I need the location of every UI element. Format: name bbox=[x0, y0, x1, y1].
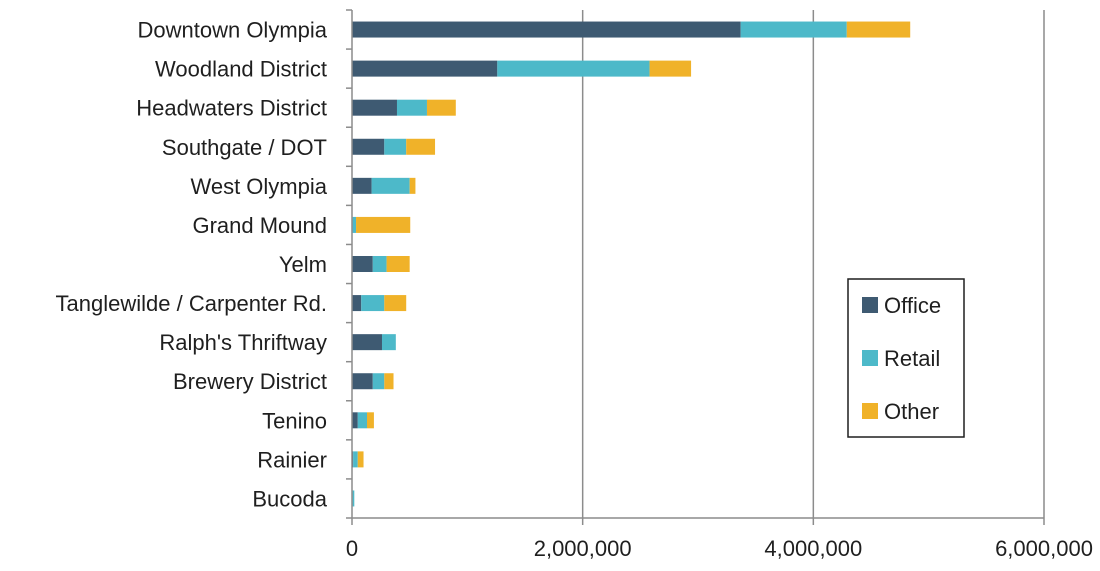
bar-other-west-olympia bbox=[409, 177, 416, 194]
bar-retail-tenino bbox=[357, 412, 367, 429]
x-tick-labels: 0 2,000,000 4,000,000 6,000,000 bbox=[346, 536, 1093, 561]
bar-retail-grand-mound bbox=[352, 216, 357, 233]
bar-retail-downtown-olympia bbox=[740, 21, 847, 38]
category-label-headwaters-district: Headwaters District bbox=[136, 96, 327, 121]
bar-retail-bucoda bbox=[352, 490, 355, 507]
legend: Office Retail Other bbox=[847, 278, 965, 438]
category-label-downtown-olympia: Downtown Olympia bbox=[137, 18, 327, 43]
legend-label-other: Other bbox=[884, 399, 939, 424]
bar-office-tanglewilde-carpenter-rd bbox=[352, 295, 362, 312]
bar-other-southgate-dot bbox=[406, 138, 436, 155]
bar-retail-yelm bbox=[372, 256, 387, 272]
bar-office-woodland-district bbox=[352, 60, 498, 77]
bar-retail-rainier bbox=[353, 451, 358, 468]
bar-retail-brewery-district bbox=[372, 373, 385, 390]
category-label-tenino: Tenino bbox=[262, 408, 327, 433]
category-label-rainier: Rainier bbox=[257, 447, 327, 472]
category-labels: Downtown Olympia Woodland District Headwat… bbox=[56, 18, 328, 512]
x-tick-label: 2,000,000 bbox=[534, 536, 632, 561]
bar-office-southgate-dot bbox=[352, 138, 385, 155]
x-tick-label: 0 bbox=[346, 536, 358, 561]
legend-label-retail: Retail bbox=[884, 346, 940, 371]
bar-retail-tanglewilde-carpenter-rd bbox=[361, 295, 385, 312]
gridlines bbox=[581, 10, 1045, 518]
bar-other-headwaters-district bbox=[426, 99, 456, 116]
bar-office-downtown-olympia bbox=[352, 21, 741, 38]
category-label-ralph-s-thriftway: Ralph's Thriftway bbox=[159, 330, 327, 355]
bar-office-headwaters-district bbox=[352, 99, 397, 116]
category-label-southgate-dot: Southgate / DOT bbox=[162, 135, 327, 160]
bar-office-west-olympia bbox=[352, 177, 372, 194]
bar-office-yelm bbox=[352, 256, 373, 272]
bar-other-downtown-olympia bbox=[846, 21, 911, 38]
axes bbox=[346, 9, 1045, 525]
bar-retail-ralph-s-thriftway bbox=[381, 334, 396, 351]
legend-swatch-other bbox=[862, 403, 878, 419]
bar-office-tenino bbox=[352, 412, 358, 429]
bar-other-tanglewilde-carpenter-rd bbox=[384, 295, 407, 312]
legend-swatch-retail bbox=[862, 350, 878, 366]
category-label-woodland-district: Woodland District bbox=[155, 57, 327, 82]
bar-retail-southgate-dot bbox=[384, 138, 407, 155]
bar-other-woodland-district bbox=[649, 60, 692, 77]
bar-office-ralph-s-thriftway bbox=[352, 334, 382, 351]
legend-label-office: Office bbox=[884, 293, 941, 318]
category-label-tanglewilde-carpenter-rd: Tanglewilde / Carpenter Rd. bbox=[56, 291, 327, 316]
x-tick-label: 4,000,000 bbox=[764, 536, 862, 561]
bar-other-brewery-district bbox=[384, 373, 394, 390]
bar-other-yelm bbox=[386, 256, 410, 272]
bar-retail-west-olympia bbox=[371, 177, 410, 194]
bar-office-brewery-district bbox=[352, 373, 373, 390]
bar-retail-woodland-district bbox=[497, 60, 650, 77]
bar-other-grand-mound bbox=[356, 216, 411, 233]
category-label-brewery-district: Brewery District bbox=[173, 369, 327, 394]
legend-swatch-office bbox=[862, 297, 878, 313]
x-tick-label: 6,000,000 bbox=[995, 536, 1093, 561]
bar-other-rainier bbox=[357, 451, 364, 468]
bar-retail-headwaters-district bbox=[396, 99, 427, 116]
category-label-grand-mound: Grand Mound bbox=[192, 213, 327, 238]
bar-other-tenino bbox=[366, 412, 374, 429]
category-label-bucoda: Bucoda bbox=[252, 486, 327, 511]
bars bbox=[352, 21, 911, 507]
category-label-yelm: Yelm bbox=[279, 252, 327, 277]
category-label-west-olympia: West Olympia bbox=[190, 174, 327, 199]
